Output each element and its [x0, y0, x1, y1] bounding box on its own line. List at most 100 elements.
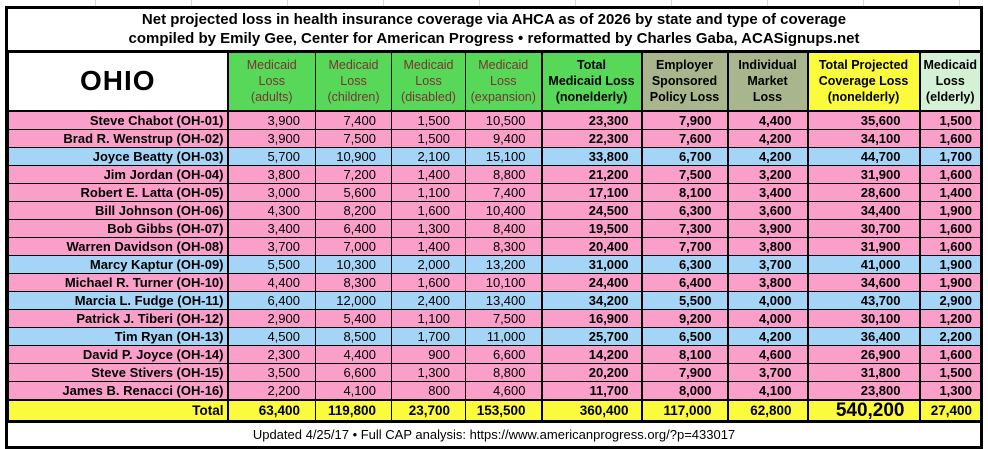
- cell-value: 6,400: [641, 272, 729, 292]
- coverage-loss-table-sheet: Net projected loss in health insurance c…: [5, 6, 983, 449]
- cell-value: 4,200: [727, 146, 809, 166]
- table-body: Steve Chabot (OH-01) 3,900 7,400 1,500 10,50…: [8, 110, 981, 421]
- cell-value: 3,500: [227, 362, 316, 382]
- col-header-medicaid-disabled: Medicaid Loss (disabled): [391, 52, 466, 112]
- cell-value: 3,800: [227, 164, 316, 184]
- cell-value: 7,200: [315, 164, 392, 184]
- total-value: 27,400: [919, 398, 981, 421]
- table-row: Bob Gibbs (OH-07) 3,400 6,400 1,300 8,400 19,…: [8, 218, 981, 238]
- table-row: Marcy Kaptur (OH-09) 5,500 10,300 2,000 13,2…: [8, 254, 981, 274]
- representative-name: Marcia L. Fudge (OH-11): [8, 290, 229, 310]
- cell-value: 30,100: [807, 308, 921, 328]
- cell-value: 1,400: [391, 164, 466, 184]
- cell-value: 7,500: [641, 164, 729, 184]
- representative-name: Joyce Beatty (OH-03): [8, 146, 229, 166]
- cell-value: 10,100: [465, 272, 543, 292]
- cell-value: 2,000: [391, 254, 466, 274]
- total-value: 540,200: [807, 398, 921, 421]
- representative-name: Marcy Kaptur (OH-09): [8, 254, 229, 274]
- cell-value: 3,900: [727, 218, 809, 238]
- col-header-total-projected: Total Projected Coverage Loss (nonelderl…: [807, 52, 921, 112]
- cell-value: 12,000: [315, 290, 392, 310]
- cell-value: 6,500: [641, 326, 729, 346]
- col-header-medicaid-children: Medicaid Loss (children): [315, 52, 392, 112]
- cell-value: 7,400: [315, 110, 392, 130]
- cell-value: 1,900: [919, 200, 981, 220]
- representative-name: Steve Chabot (OH-01): [8, 110, 229, 130]
- cell-value: 9,400: [465, 128, 543, 148]
- cell-value: 1,100: [391, 182, 466, 202]
- representative-name: Warren Davidson (OH-08): [8, 236, 229, 256]
- cell-value: 5,400: [315, 308, 392, 328]
- representative-name: Brad R. Wenstrup (OH-02): [8, 128, 229, 148]
- cell-value: 1,200: [919, 308, 981, 328]
- cell-value: 1,300: [391, 362, 466, 382]
- cell-value: 1,600: [391, 272, 466, 292]
- cell-value: 6,300: [641, 200, 729, 220]
- cell-value: 20,200: [541, 362, 643, 382]
- cell-value: 44,700: [807, 146, 921, 166]
- cell-value: 6,600: [315, 362, 392, 382]
- table-row: Joyce Beatty (OH-03) 5,700 10,900 2,100 15,1…: [8, 146, 981, 166]
- total-value: 117,000: [641, 398, 729, 421]
- table-row: Michael R. Turner (OH-10) 4,400 8,300 1,600…: [8, 272, 981, 292]
- cell-value: 900: [391, 344, 466, 364]
- table-row: Jim Jordan (OH-04) 3,800 7,200 1,400 8,800 21…: [8, 164, 981, 184]
- cell-value: 17,100: [541, 182, 643, 202]
- cell-value: 4,400: [727, 110, 809, 130]
- cell-value: 8,000: [641, 380, 729, 400]
- cell-value: 1,500: [391, 128, 466, 148]
- cell-value: 21,200: [541, 164, 643, 184]
- representative-name: Jim Jordan (OH-04): [8, 164, 229, 184]
- cell-value: 43,700: [807, 290, 921, 310]
- table-title: Net projected loss in health insurance c…: [8, 9, 980, 52]
- cell-value: 5,600: [315, 182, 392, 202]
- cell-value: 23,300: [541, 110, 643, 130]
- col-header-employer-sponsored: Employer Sponsored Policy Loss: [641, 52, 729, 112]
- cell-value: 4,400: [227, 272, 316, 292]
- cell-value: 3,700: [727, 362, 809, 382]
- state-name: OHIO: [8, 52, 229, 112]
- representative-name: Robert E. Latta (OH-05): [8, 182, 229, 202]
- cell-value: 31,900: [807, 164, 921, 184]
- table-row: Warren Davidson (OH-08) 3,700 7,000 1,400 8,…: [8, 236, 981, 256]
- total-value: 23,700: [391, 398, 466, 421]
- cell-value: 7,600: [641, 128, 729, 148]
- representative-name: Michael R. Turner (OH-10): [8, 272, 229, 292]
- cell-value: 2,400: [391, 290, 466, 310]
- cell-value: 3,400: [227, 218, 316, 238]
- cell-value: 34,100: [807, 128, 921, 148]
- table-row: Tim Ryan (OH-13) 4,500 8,500 1,700 11,000 25,…: [8, 326, 981, 346]
- cell-value: 1,600: [919, 344, 981, 364]
- cell-value: 16,900: [541, 308, 643, 328]
- cell-value: 19,500: [541, 218, 643, 238]
- cell-value: 13,400: [465, 290, 543, 310]
- cell-value: 4,000: [727, 290, 809, 310]
- cell-value: 5,500: [227, 254, 316, 274]
- cell-value: 10,400: [465, 200, 543, 220]
- col-header-medicaid-elderly: Medicaid Loss (elderly): [919, 52, 981, 112]
- cell-value: 3,800: [727, 272, 809, 292]
- cell-value: 4,600: [465, 380, 543, 400]
- cell-value: 1,300: [391, 218, 466, 238]
- cell-value: 4,200: [727, 128, 809, 148]
- cell-value: 28,600: [807, 182, 921, 202]
- cell-value: 4,300: [227, 200, 316, 220]
- cell-value: 8,800: [465, 164, 543, 184]
- col-header-medicaid-adults: Medicaid Loss (adults): [227, 52, 316, 112]
- cell-value: 1,900: [919, 272, 981, 292]
- cell-value: 8,200: [315, 200, 392, 220]
- cell-value: 25,700: [541, 326, 643, 346]
- cell-value: 11,700: [541, 380, 643, 400]
- cell-value: 31,000: [541, 254, 643, 274]
- cell-value: 4,000: [727, 308, 809, 328]
- table-row: Patrick J. Tiberi (OH-12) 2,900 5,400 1,100…: [8, 308, 981, 328]
- representative-name: Tim Ryan (OH-13): [8, 326, 229, 346]
- cell-value: 6,600: [465, 344, 543, 364]
- table-row: Steve Chabot (OH-01) 3,900 7,400 1,500 10,50…: [8, 110, 981, 130]
- table-footnote: Updated 4/25/17 • Full CAP analysis: htt…: [8, 421, 980, 446]
- cell-value: 1,100: [391, 308, 466, 328]
- cell-value: 2,200: [227, 380, 316, 400]
- cell-value: 5,700: [227, 146, 316, 166]
- cell-value: 6,700: [641, 146, 729, 166]
